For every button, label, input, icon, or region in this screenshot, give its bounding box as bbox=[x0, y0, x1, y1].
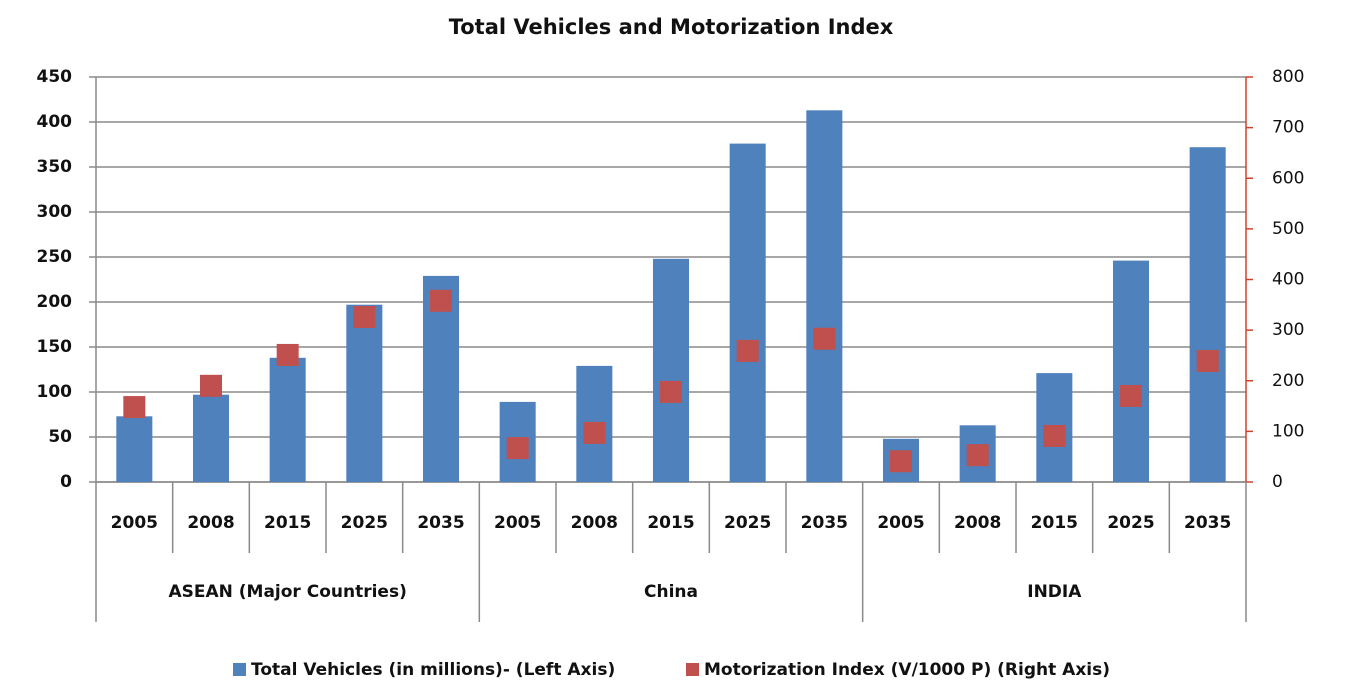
chart-title: Total Vehicles and Motorization Index bbox=[449, 15, 894, 39]
y2-tick-label: 300 bbox=[1272, 320, 1304, 340]
category-group-label: China bbox=[644, 582, 698, 602]
y2-tick-label: 400 bbox=[1272, 270, 1304, 290]
marker bbox=[890, 450, 912, 473]
category-group-label: ASEAN (Major Countries) bbox=[168, 582, 406, 602]
y-tick-label: 250 bbox=[37, 247, 73, 267]
marker bbox=[660, 380, 682, 403]
x-tick-label: 2035 bbox=[417, 513, 464, 533]
x-tick-label: 2025 bbox=[724, 513, 771, 533]
marker bbox=[353, 305, 376, 328]
bar bbox=[729, 143, 766, 482]
x-tick-label: 2015 bbox=[647, 513, 694, 533]
y-tick-label: 200 bbox=[37, 292, 73, 312]
marker bbox=[1043, 424, 1066, 447]
marker bbox=[1120, 384, 1142, 407]
marker bbox=[966, 444, 989, 467]
marker bbox=[430, 289, 452, 312]
y-tick-label: 400 bbox=[37, 112, 73, 132]
x-tick-label: 2008 bbox=[187, 513, 234, 533]
x-tick-label: 2015 bbox=[264, 513, 311, 533]
bar bbox=[652, 258, 690, 482]
y2-tick-label: 500 bbox=[1272, 219, 1304, 239]
marker bbox=[1196, 350, 1219, 373]
bar bbox=[269, 357, 306, 482]
marker bbox=[506, 437, 529, 460]
legend-swatch bbox=[233, 663, 246, 676]
y-tick-label: 150 bbox=[37, 337, 73, 357]
x-tick-label: 2005 bbox=[111, 513, 158, 533]
y2-tick-label: 700 bbox=[1272, 118, 1304, 138]
y-tick-label: 300 bbox=[37, 202, 73, 222]
legend-label: Total Vehicles (in millions)- (Left Axis… bbox=[251, 660, 615, 680]
legend-label: Motorization Index (V/1000 P) (Right Axi… bbox=[704, 660, 1110, 680]
y-tick-label: 350 bbox=[37, 157, 73, 177]
y-tick-label: 450 bbox=[37, 67, 73, 87]
x-tick-label: 2005 bbox=[877, 513, 924, 533]
x-tick-label: 2025 bbox=[341, 513, 388, 533]
bar bbox=[806, 110, 843, 483]
y-tick-label: 50 bbox=[48, 427, 72, 447]
bar bbox=[1189, 147, 1226, 482]
y2-tick-label: 0 bbox=[1272, 472, 1283, 492]
y2-tick-label: 100 bbox=[1272, 421, 1304, 441]
x-tick-label: 2008 bbox=[954, 513, 1001, 533]
x-tick-label: 2015 bbox=[1031, 513, 1078, 533]
y-tick-label: 0 bbox=[60, 472, 72, 492]
y-tick-label: 100 bbox=[37, 382, 73, 402]
x-tick-label: 2025 bbox=[1107, 513, 1154, 533]
bar bbox=[116, 416, 153, 482]
bar bbox=[192, 394, 230, 482]
x-tick-label: 2035 bbox=[801, 513, 848, 533]
category-group-label: INDIA bbox=[1027, 582, 1082, 602]
marker bbox=[200, 374, 222, 397]
marker bbox=[583, 421, 606, 444]
marker bbox=[813, 327, 836, 350]
marker bbox=[276, 343, 299, 366]
marker bbox=[736, 339, 759, 362]
y2-tick-label: 800 bbox=[1272, 67, 1304, 87]
bar bbox=[346, 304, 383, 482]
x-tick-label: 2008 bbox=[571, 513, 618, 533]
x-tick-label: 2035 bbox=[1184, 513, 1231, 533]
x-tick-label: 2005 bbox=[494, 513, 541, 533]
y2-tick-label: 200 bbox=[1272, 371, 1304, 391]
legend-swatch bbox=[686, 663, 699, 676]
bar bbox=[1112, 260, 1150, 482]
marker bbox=[123, 396, 146, 419]
y2-tick-label: 600 bbox=[1272, 168, 1304, 188]
